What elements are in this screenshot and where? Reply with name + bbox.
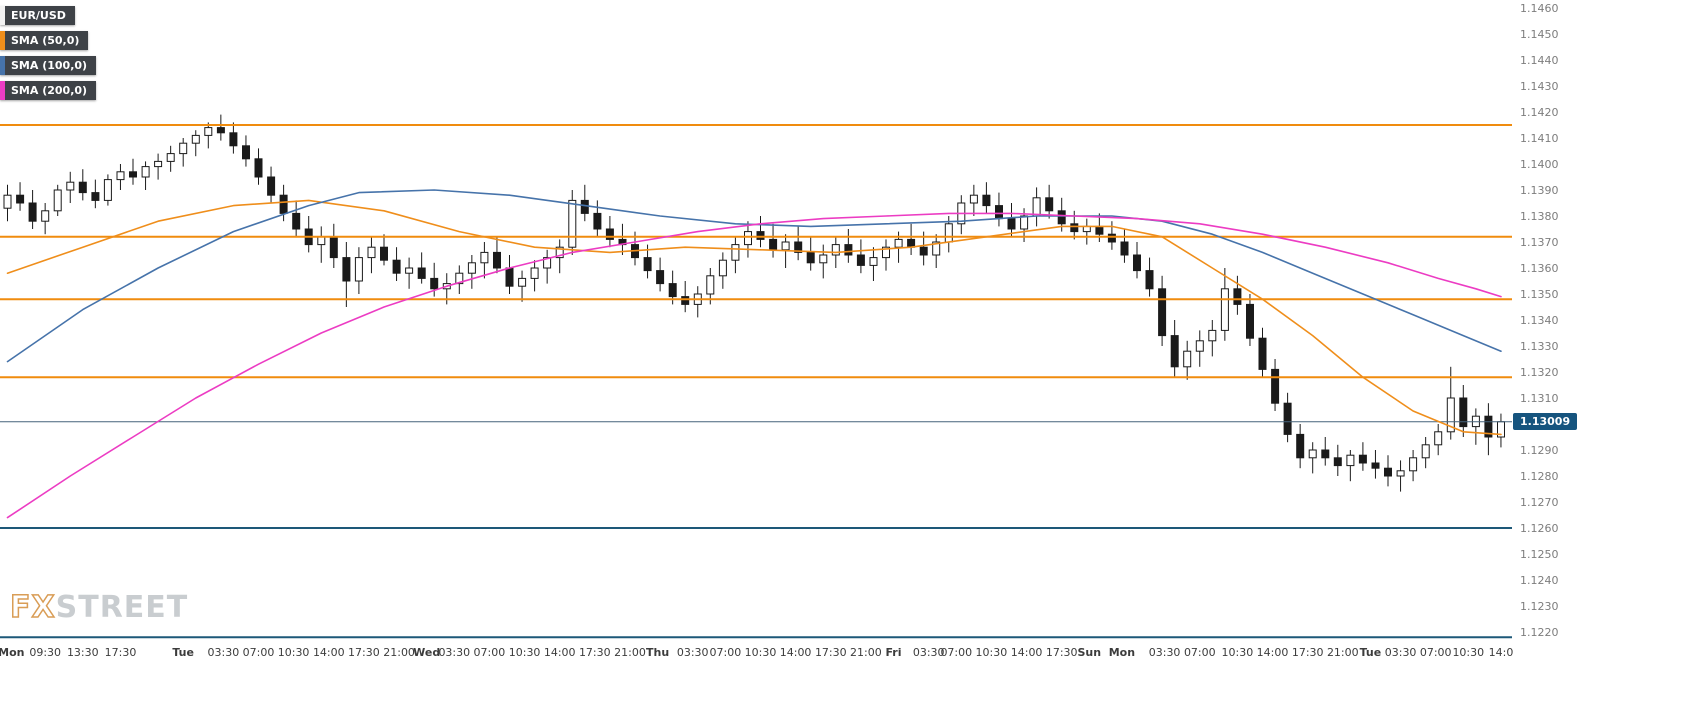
svg-text:1.1450: 1.1450 bbox=[1520, 28, 1559, 41]
sma50-color-chip bbox=[0, 31, 5, 50]
svg-text:1.1440: 1.1440 bbox=[1520, 54, 1559, 67]
svg-text:21:00: 21:00 bbox=[614, 646, 646, 659]
svg-text:1.1390: 1.1390 bbox=[1520, 184, 1559, 197]
svg-text:07:00: 07:00 bbox=[243, 646, 275, 659]
svg-text:14:00: 14:00 bbox=[544, 646, 576, 659]
svg-text:1.1270: 1.1270 bbox=[1520, 496, 1559, 509]
svg-text:Thu: Thu bbox=[646, 646, 669, 659]
svg-text:1.1360: 1.1360 bbox=[1520, 262, 1559, 275]
svg-text:14:0: 14:0 bbox=[1489, 646, 1514, 659]
svg-text:13:30: 13:30 bbox=[67, 646, 99, 659]
svg-text:14:00: 14:00 bbox=[313, 646, 345, 659]
sma100-badge[interactable]: SMA (100,0) bbox=[0, 56, 97, 75]
fxstreet-watermark: FXSTREET bbox=[9, 589, 189, 626]
svg-text:1.1290: 1.1290 bbox=[1520, 444, 1559, 457]
svg-text:03:30: 03:30 bbox=[913, 646, 945, 659]
last-price-badge: 1.13009 bbox=[1513, 413, 1578, 430]
svg-text:1.1430: 1.1430 bbox=[1520, 80, 1559, 93]
sma50-badge[interactable]: SMA (50,0) bbox=[0, 31, 89, 50]
svg-text:Mon: Mon bbox=[0, 646, 24, 659]
svg-text:1.1220: 1.1220 bbox=[1520, 626, 1559, 639]
svg-text:14:00: 14:00 bbox=[1011, 646, 1043, 659]
svg-text:10:30: 10:30 bbox=[1222, 646, 1254, 659]
sma200-badge[interactable]: SMA (200,0) bbox=[0, 81, 97, 100]
svg-text:1.1250: 1.1250 bbox=[1520, 548, 1559, 561]
svg-text:17:30: 17:30 bbox=[579, 646, 611, 659]
sma100-label: SMA (100,0) bbox=[11, 59, 88, 72]
sma100-color-chip bbox=[0, 56, 5, 75]
svg-text:Mon: Mon bbox=[1109, 646, 1135, 659]
svg-text:07:00: 07:00 bbox=[474, 646, 506, 659]
svg-text:21:00: 21:00 bbox=[850, 646, 882, 659]
svg-text:07:00: 07:00 bbox=[1420, 646, 1452, 659]
svg-text:21:00: 21:00 bbox=[383, 646, 415, 659]
svg-text:Sun: Sun bbox=[1078, 646, 1102, 659]
svg-text:03:30: 03:30 bbox=[1149, 646, 1181, 659]
svg-text:03:30: 03:30 bbox=[677, 646, 709, 659]
svg-text:1.1280: 1.1280 bbox=[1520, 470, 1559, 483]
svg-text:Tue: Tue bbox=[172, 646, 194, 659]
svg-text:14:00: 14:00 bbox=[780, 646, 812, 659]
watermark-street-text: STREET bbox=[55, 590, 189, 625]
chart-legend: EUR/USD SMA (50,0) SMA (100,0) SMA (200,… bbox=[0, 6, 97, 100]
svg-text:03:30: 03:30 bbox=[438, 646, 470, 659]
symbol-color-chip bbox=[0, 6, 5, 25]
svg-text:1.1420: 1.1420 bbox=[1520, 106, 1559, 119]
svg-text:1.1260: 1.1260 bbox=[1520, 522, 1559, 535]
symbol-label: EUR/USD bbox=[11, 9, 66, 22]
svg-text:1.1230: 1.1230 bbox=[1520, 600, 1559, 613]
svg-text:1.1370: 1.1370 bbox=[1520, 236, 1559, 249]
sma200-label: SMA (200,0) bbox=[11, 84, 88, 97]
svg-text:Wed: Wed bbox=[413, 646, 440, 659]
svg-text:07:00: 07:00 bbox=[940, 646, 972, 659]
svg-text:09:30: 09:30 bbox=[29, 646, 61, 659]
svg-text:Tue: Tue bbox=[1360, 646, 1382, 659]
svg-text:10:30: 10:30 bbox=[745, 646, 777, 659]
svg-text:07:00: 07:00 bbox=[710, 646, 742, 659]
svg-text:1.1320: 1.1320 bbox=[1520, 366, 1559, 379]
svg-text:17:30: 17:30 bbox=[348, 646, 380, 659]
svg-text:1.1240: 1.1240 bbox=[1520, 574, 1559, 587]
svg-text:17:30: 17:30 bbox=[815, 646, 847, 659]
sma50-label: SMA (50,0) bbox=[11, 34, 80, 47]
svg-text:10:30: 10:30 bbox=[976, 646, 1008, 659]
svg-text:10:30: 10:30 bbox=[509, 646, 541, 659]
svg-text:14:00: 14:00 bbox=[1257, 646, 1289, 659]
svg-text:1.1330: 1.1330 bbox=[1520, 340, 1559, 353]
svg-text:1.1380: 1.1380 bbox=[1520, 210, 1559, 223]
svg-text:1.1350: 1.1350 bbox=[1520, 288, 1559, 301]
watermark-fx-text: FX bbox=[9, 589, 56, 626]
svg-text:17:30: 17:30 bbox=[1292, 646, 1324, 659]
svg-text:07:00: 07:00 bbox=[1184, 646, 1216, 659]
svg-text:1.1340: 1.1340 bbox=[1520, 314, 1559, 327]
svg-text:03:30: 03:30 bbox=[208, 646, 240, 659]
svg-text:Fri: Fri bbox=[885, 646, 901, 659]
svg-text:1.1460: 1.1460 bbox=[1520, 2, 1559, 15]
svg-text:1.1400: 1.1400 bbox=[1520, 158, 1559, 171]
svg-text:1.1410: 1.1410 bbox=[1520, 132, 1559, 145]
svg-text:17:30: 17:30 bbox=[105, 646, 137, 659]
svg-text:03:30: 03:30 bbox=[1385, 646, 1417, 659]
svg-text:21:00: 21:00 bbox=[1327, 646, 1359, 659]
svg-text:10:30: 10:30 bbox=[1452, 646, 1484, 659]
svg-text:1.1310: 1.1310 bbox=[1520, 392, 1559, 405]
svg-text:17:30: 17:30 bbox=[1046, 646, 1078, 659]
sma200-color-chip bbox=[0, 81, 5, 100]
svg-text:10:30: 10:30 bbox=[278, 646, 310, 659]
symbol-badge[interactable]: EUR/USD bbox=[0, 6, 75, 25]
